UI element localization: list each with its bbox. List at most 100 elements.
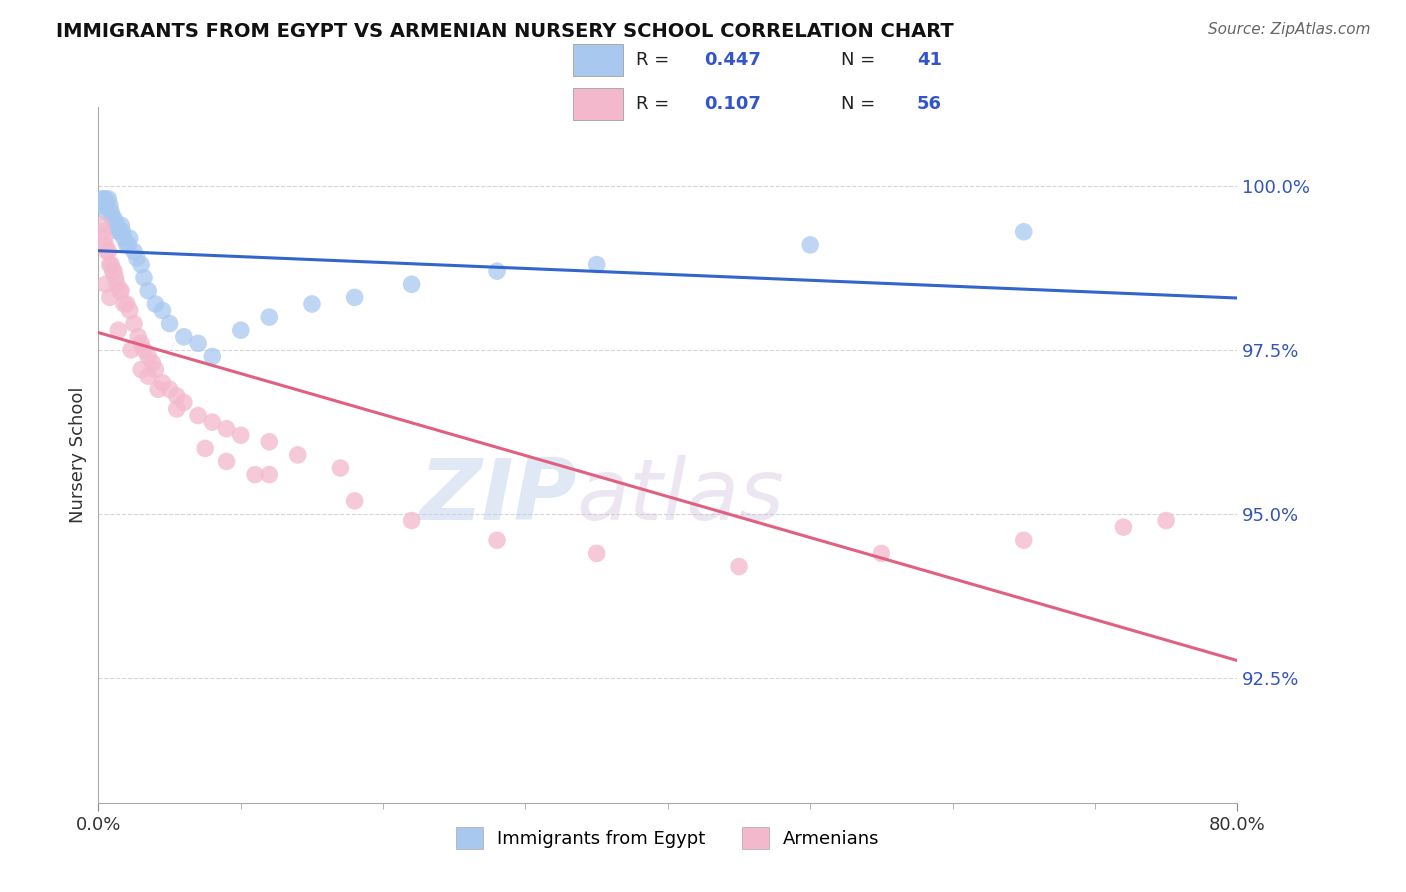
Point bbox=[103, 211, 125, 226]
Point bbox=[152, 376, 174, 390]
Point bbox=[166, 401, 188, 416]
Point bbox=[243, 467, 266, 482]
Point bbox=[1154, 514, 1177, 528]
Point bbox=[93, 231, 115, 245]
Point bbox=[187, 409, 209, 423]
Text: R =: R = bbox=[636, 95, 675, 113]
Point bbox=[401, 514, 423, 528]
Point bbox=[728, 559, 751, 574]
Point bbox=[94, 277, 117, 292]
Legend: Immigrants from Egypt, Armenians: Immigrants from Egypt, Armenians bbox=[449, 820, 887, 856]
Point bbox=[104, 218, 127, 232]
Point bbox=[173, 395, 195, 409]
Point bbox=[98, 258, 121, 272]
Point bbox=[118, 303, 141, 318]
Point bbox=[173, 330, 195, 344]
Point bbox=[90, 192, 112, 206]
Point bbox=[132, 343, 155, 357]
Point bbox=[229, 428, 252, 442]
FancyBboxPatch shape bbox=[572, 44, 623, 76]
Point bbox=[97, 244, 120, 259]
Point bbox=[105, 277, 128, 292]
Text: N =: N = bbox=[841, 51, 880, 69]
Text: 41: 41 bbox=[917, 51, 942, 69]
Text: atlas: atlas bbox=[576, 455, 785, 538]
Point bbox=[343, 290, 366, 304]
Point bbox=[108, 225, 131, 239]
Point bbox=[259, 467, 281, 482]
Point bbox=[145, 362, 167, 376]
Point bbox=[129, 362, 152, 376]
Text: IMMIGRANTS FROM EGYPT VS ARMENIAN NURSERY SCHOOL CORRELATION CHART: IMMIGRANTS FROM EGYPT VS ARMENIAN NURSER… bbox=[56, 22, 955, 41]
Point bbox=[98, 290, 121, 304]
Point bbox=[870, 546, 893, 560]
Point bbox=[104, 270, 127, 285]
Point bbox=[301, 297, 323, 311]
Point bbox=[486, 533, 509, 548]
Point bbox=[101, 264, 124, 278]
Point bbox=[1012, 533, 1035, 548]
Point bbox=[98, 198, 121, 212]
Point bbox=[96, 205, 118, 219]
Point bbox=[136, 284, 159, 298]
Point bbox=[159, 317, 181, 331]
Point bbox=[97, 192, 120, 206]
Point bbox=[96, 244, 118, 259]
Point bbox=[159, 382, 181, 396]
Point bbox=[585, 258, 607, 272]
Point bbox=[94, 192, 117, 206]
FancyBboxPatch shape bbox=[572, 88, 623, 120]
Text: N =: N = bbox=[841, 95, 880, 113]
Point bbox=[187, 336, 209, 351]
Point bbox=[122, 317, 145, 331]
Point bbox=[343, 494, 366, 508]
Point bbox=[585, 546, 607, 560]
Point bbox=[129, 336, 152, 351]
Y-axis label: Nursery School: Nursery School bbox=[69, 386, 87, 524]
Point bbox=[107, 225, 129, 239]
Point bbox=[799, 238, 821, 252]
Point bbox=[90, 218, 112, 232]
Point bbox=[105, 218, 128, 232]
Point bbox=[166, 389, 188, 403]
Point bbox=[117, 238, 139, 252]
Point bbox=[91, 225, 114, 239]
Point bbox=[107, 323, 129, 337]
Text: R =: R = bbox=[636, 51, 675, 69]
Point bbox=[110, 218, 132, 232]
Text: Source: ZipAtlas.com: Source: ZipAtlas.com bbox=[1208, 22, 1371, 37]
Point bbox=[229, 323, 252, 337]
Point bbox=[94, 238, 117, 252]
Point bbox=[111, 225, 134, 239]
Point bbox=[215, 422, 238, 436]
Point bbox=[152, 303, 174, 318]
Point bbox=[115, 297, 138, 311]
Point bbox=[486, 264, 509, 278]
Point bbox=[93, 192, 115, 206]
Point bbox=[120, 343, 142, 357]
Point bbox=[141, 356, 163, 370]
Point bbox=[100, 205, 122, 219]
Point bbox=[201, 415, 224, 429]
Point bbox=[132, 270, 155, 285]
Point bbox=[122, 244, 145, 259]
Point bbox=[112, 297, 135, 311]
Point bbox=[91, 198, 114, 212]
Point bbox=[329, 461, 352, 475]
Text: 0.107: 0.107 bbox=[704, 95, 761, 113]
Point bbox=[1012, 225, 1035, 239]
Point bbox=[94, 198, 117, 212]
Text: ZIP: ZIP bbox=[419, 455, 576, 538]
Point bbox=[125, 251, 148, 265]
Point bbox=[215, 454, 238, 468]
Point bbox=[136, 350, 159, 364]
Point bbox=[110, 284, 132, 298]
Text: 56: 56 bbox=[917, 95, 942, 113]
Point bbox=[112, 231, 135, 245]
Point bbox=[103, 264, 125, 278]
Point bbox=[259, 434, 281, 449]
Point bbox=[194, 442, 217, 456]
Point bbox=[148, 382, 170, 396]
Point bbox=[1112, 520, 1135, 534]
Point bbox=[145, 297, 167, 311]
